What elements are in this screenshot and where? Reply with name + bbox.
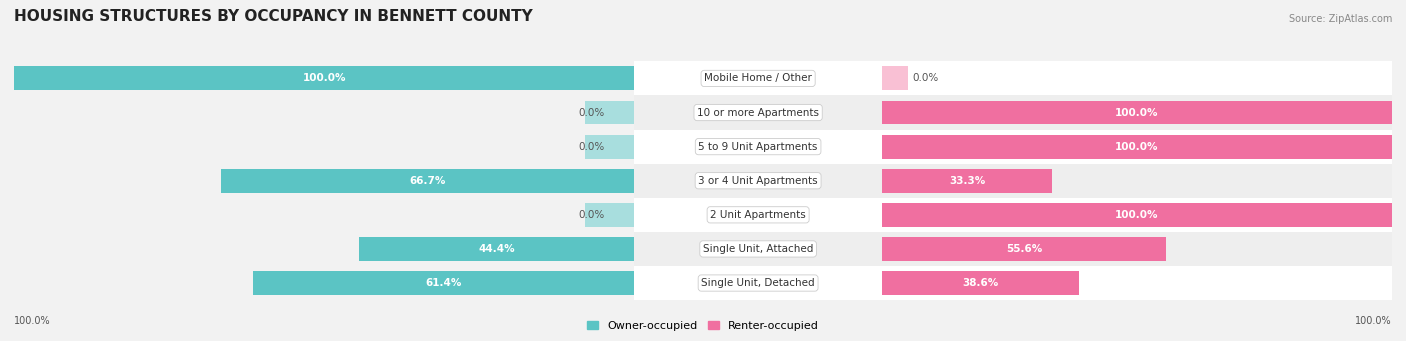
Bar [14,66,634,90]
Text: 5 to 9 Unit Apartments: 5 to 9 Unit Apartments [699,142,818,152]
Bar [585,135,634,159]
Bar [634,232,882,266]
Text: HOUSING STRUCTURES BY OCCUPANCY IN BENNETT COUNTY: HOUSING STRUCTURES BY OCCUPANCY IN BENNE… [14,9,533,24]
Bar [882,203,1392,227]
Bar [882,101,1392,124]
Bar [359,237,634,261]
Text: 100.0%: 100.0% [1115,107,1159,118]
Bar [634,61,1254,95]
Bar [882,135,1392,159]
Text: Mobile Home / Other: Mobile Home / Other [704,73,813,84]
Bar [221,169,634,193]
Text: Single Unit, Detached: Single Unit, Detached [702,278,815,288]
Bar [634,232,1254,266]
Bar [882,198,1392,232]
Text: 100.0%: 100.0% [1115,210,1159,220]
Text: 0.0%: 0.0% [578,210,605,220]
Text: 0.0%: 0.0% [578,142,605,152]
Text: 100.0%: 100.0% [14,315,51,326]
Text: 66.7%: 66.7% [409,176,446,186]
Bar [634,164,882,198]
Bar [882,164,1392,198]
Bar [634,61,882,95]
Legend: Owner-occupied, Renter-occupied: Owner-occupied, Renter-occupied [582,316,824,336]
Text: 0.0%: 0.0% [912,73,939,84]
Bar [634,130,882,164]
Text: 0.0%: 0.0% [578,107,605,118]
Bar [882,271,1078,295]
Text: 55.6%: 55.6% [1005,244,1042,254]
Text: 33.3%: 33.3% [949,176,986,186]
Bar [882,66,908,90]
Text: 10 or more Apartments: 10 or more Apartments [697,107,820,118]
Bar [882,232,1392,266]
Text: 38.6%: 38.6% [962,278,998,288]
Bar [882,266,1392,300]
Bar [634,130,1254,164]
Bar [882,237,1166,261]
Bar [634,266,882,300]
Bar [634,95,882,130]
Bar [634,266,1254,300]
Text: 2 Unit Apartments: 2 Unit Apartments [710,210,806,220]
Bar [634,95,1254,130]
Bar [585,101,634,124]
Text: Single Unit, Attached: Single Unit, Attached [703,244,813,254]
Bar [634,198,882,232]
Bar [585,203,634,227]
Bar [634,198,1254,232]
Text: 61.4%: 61.4% [426,278,463,288]
Bar [253,271,634,295]
Text: 44.4%: 44.4% [478,244,515,254]
Text: 100.0%: 100.0% [1355,315,1392,326]
Text: Source: ZipAtlas.com: Source: ZipAtlas.com [1288,14,1392,24]
Bar [882,95,1392,130]
Bar [882,130,1392,164]
Text: 3 or 4 Unit Apartments: 3 or 4 Unit Apartments [699,176,818,186]
Text: 100.0%: 100.0% [1115,142,1159,152]
Bar [882,61,1392,95]
Bar [634,164,1254,198]
Text: 100.0%: 100.0% [302,73,346,84]
Bar [882,169,1052,193]
